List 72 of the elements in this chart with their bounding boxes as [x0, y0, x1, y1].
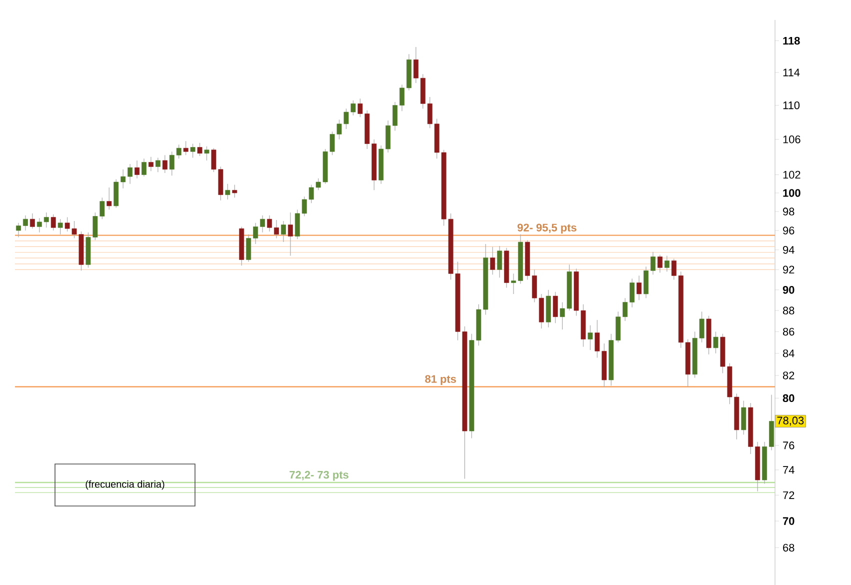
candlestick [741, 400, 746, 435]
candlestick [204, 146, 210, 161]
candlestick [490, 246, 496, 275]
y-tick-label: 106 [783, 136, 800, 144]
candlestick [274, 220, 279, 238]
candlestick [386, 120, 390, 153]
y-tick-label: 90 [782, 286, 794, 294]
candlestick [197, 142, 202, 156]
y-tick-label: 94 [783, 246, 794, 254]
candlestick [532, 269, 537, 303]
y-tick-label: 70 [782, 517, 794, 525]
candlestick [106, 187, 112, 210]
candlestick [190, 143, 196, 158]
candlestick [664, 255, 670, 272]
candlestick [50, 214, 56, 231]
ref-line-label: 81 pts [425, 375, 456, 386]
y-tick-label: 74 [783, 466, 794, 474]
candlestick [246, 234, 252, 262]
candlestick [134, 160, 140, 179]
candlestick [114, 178, 119, 208]
y-tick-label: 100 [783, 189, 800, 197]
candlestick [671, 258, 676, 280]
candlestick [497, 246, 502, 278]
candlestick [253, 222, 258, 244]
candlestick [644, 266, 648, 298]
y-tick-label: 82 [782, 372, 794, 380]
candlestick [183, 140, 188, 156]
candlestick [260, 215, 265, 233]
candlestick [155, 157, 160, 172]
candlestick [16, 222, 21, 238]
y-tick-label: 86 [782, 328, 794, 336]
y-tick-label: 114 [783, 68, 800, 76]
candlestick [400, 84, 404, 112]
y-tick-label: 84 [782, 349, 794, 358]
candlestick [128, 164, 132, 184]
candlestick [658, 254, 662, 273]
y-tick-label: 88 [782, 306, 794, 314]
candlestick [162, 154, 168, 174]
y-tick-label: 72 [783, 491, 794, 499]
y-tick-label: 102 [783, 170, 800, 179]
annotation: 78,03 [777, 416, 804, 426]
y-tick-label: 118 [783, 36, 800, 45]
candlestick [588, 324, 593, 350]
candlestick [288, 212, 293, 256]
candlestick [713, 331, 718, 354]
candlestick [142, 158, 146, 177]
y-tick-label: 96 [783, 226, 794, 234]
candlestick [225, 184, 230, 200]
candlestick [232, 184, 238, 198]
candlestick [267, 215, 272, 232]
y-tick-label: 92 [783, 266, 794, 274]
y-tick-label: 76 [783, 442, 794, 450]
candlestick [23, 215, 28, 231]
candlestick [30, 213, 35, 229]
y-tick-label: 98 [783, 208, 794, 216]
candlestick [636, 275, 642, 300]
ref-line-label: 72,2- 73 pts [290, 470, 348, 481]
candlestick [552, 292, 558, 324]
candlestick [392, 102, 398, 132]
ref-line-label: 92- 95,5 pts [518, 224, 576, 234]
text: (frecuencia diaria) [86, 480, 164, 490]
y-tick-label: 110 [783, 101, 800, 110]
y-tick-label: 80 [782, 394, 794, 402]
candlestick [511, 273, 516, 294]
candlestick [413, 46, 418, 84]
candlestick [58, 218, 63, 235]
candlestick [650, 252, 656, 275]
y-tick-label: 68 [783, 544, 794, 552]
candlestick [148, 156, 154, 172]
candlestick [280, 220, 286, 242]
candlestick [630, 278, 635, 308]
candlestick [120, 169, 126, 189]
